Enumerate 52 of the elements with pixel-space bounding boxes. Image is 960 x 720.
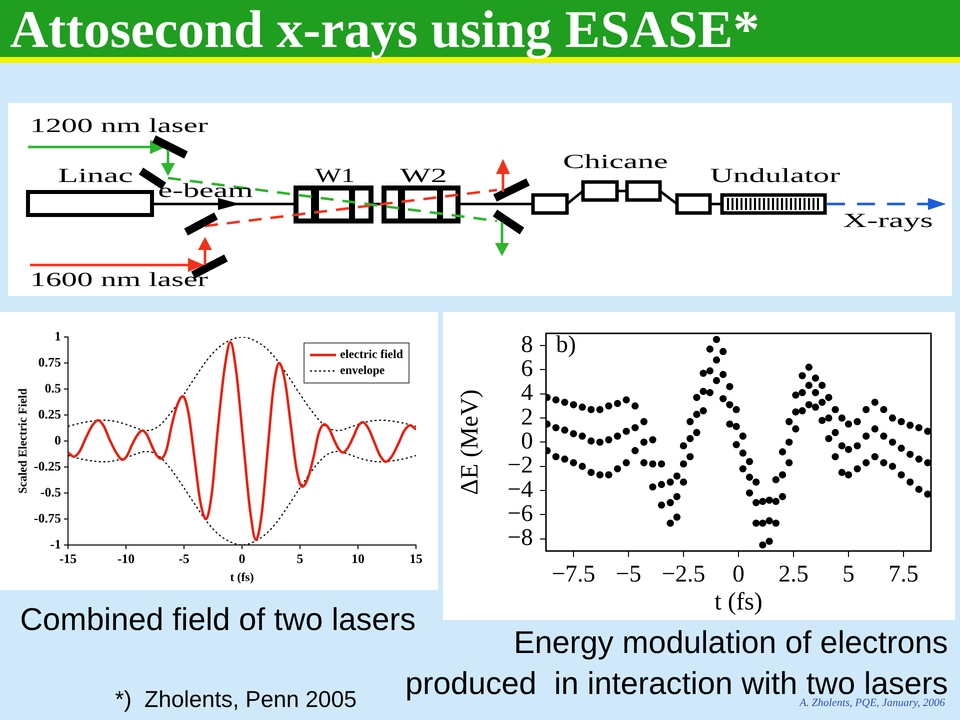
y-tick-label: 8 xyxy=(521,332,533,358)
x-tick-label: 15 xyxy=(410,551,423,566)
text: A. Zholents, PQE, January, 2006 xyxy=(800,697,945,710)
x-tick-label: −7.5 xyxy=(552,562,596,588)
y-tick-label: 1 xyxy=(54,328,61,344)
x-axis-title: t (fs) xyxy=(230,570,254,584)
y-tick-label: -0.25 xyxy=(34,458,62,474)
legend-label: envelope xyxy=(340,363,386,378)
x-tick-label: -15 xyxy=(59,551,78,566)
text: *) Zholents, Penn 2005 xyxy=(115,686,357,712)
x-tick-label: 0 xyxy=(238,551,246,566)
y-tick-label: -1 xyxy=(50,536,61,552)
text: 1200 nm laser xyxy=(30,115,208,137)
text: Attosecond x-rays using ESASE* xyxy=(10,1,760,59)
text: W1 xyxy=(315,165,356,187)
y-tick-label: −2 xyxy=(507,452,533,479)
legend-label: electric field xyxy=(340,347,404,362)
text: Chicane xyxy=(563,151,668,173)
y-tick-label: -0.5 xyxy=(40,484,62,500)
y-tick-label: 0.5 xyxy=(44,380,62,396)
y-tick-label: 6 xyxy=(521,356,533,382)
text: X-rays xyxy=(843,210,934,232)
y-tick-label: 2 xyxy=(521,404,533,430)
x-tick-label: -10 xyxy=(117,551,135,566)
text: Linac xyxy=(58,165,134,187)
x-tick-label: −5 xyxy=(616,562,642,588)
y-tick-label: −4 xyxy=(507,476,533,503)
y-axis-title: Scaled Electric Field xyxy=(15,388,30,494)
text: W2 xyxy=(400,165,448,187)
y-tick-label: 0.75 xyxy=(38,354,62,370)
annotation: b) xyxy=(556,332,576,358)
text: e-beam xyxy=(158,180,254,202)
x-axis-title: t (fs) xyxy=(714,588,762,616)
y-tick-label: 4 xyxy=(521,380,533,406)
x-tick-label: −2.5 xyxy=(662,562,706,588)
x-tick-label: 10 xyxy=(352,551,364,566)
y-tick-label: −8 xyxy=(507,525,533,552)
y-tick-label: -0.75 xyxy=(34,510,62,526)
line-series xyxy=(68,340,416,542)
x-tick-label: -5 xyxy=(178,551,190,566)
y-tick-label: 0 xyxy=(54,432,61,448)
x-tick-label: 5 xyxy=(842,562,854,588)
y-tick-label: −6 xyxy=(507,501,533,528)
y-tick-label: 0.25 xyxy=(38,406,62,422)
x-tick-label: 7.5 xyxy=(888,562,918,588)
x-tick-label: 0 xyxy=(732,562,744,588)
y-tick-label: 0 xyxy=(521,428,533,454)
y-axis-title: ΔE (MeV) xyxy=(456,389,484,496)
x-tick-label: 5 xyxy=(296,551,304,566)
x-tick-label: 2.5 xyxy=(778,562,808,588)
text: Undulator xyxy=(710,165,840,187)
text: 1600 nm laser xyxy=(30,269,208,291)
